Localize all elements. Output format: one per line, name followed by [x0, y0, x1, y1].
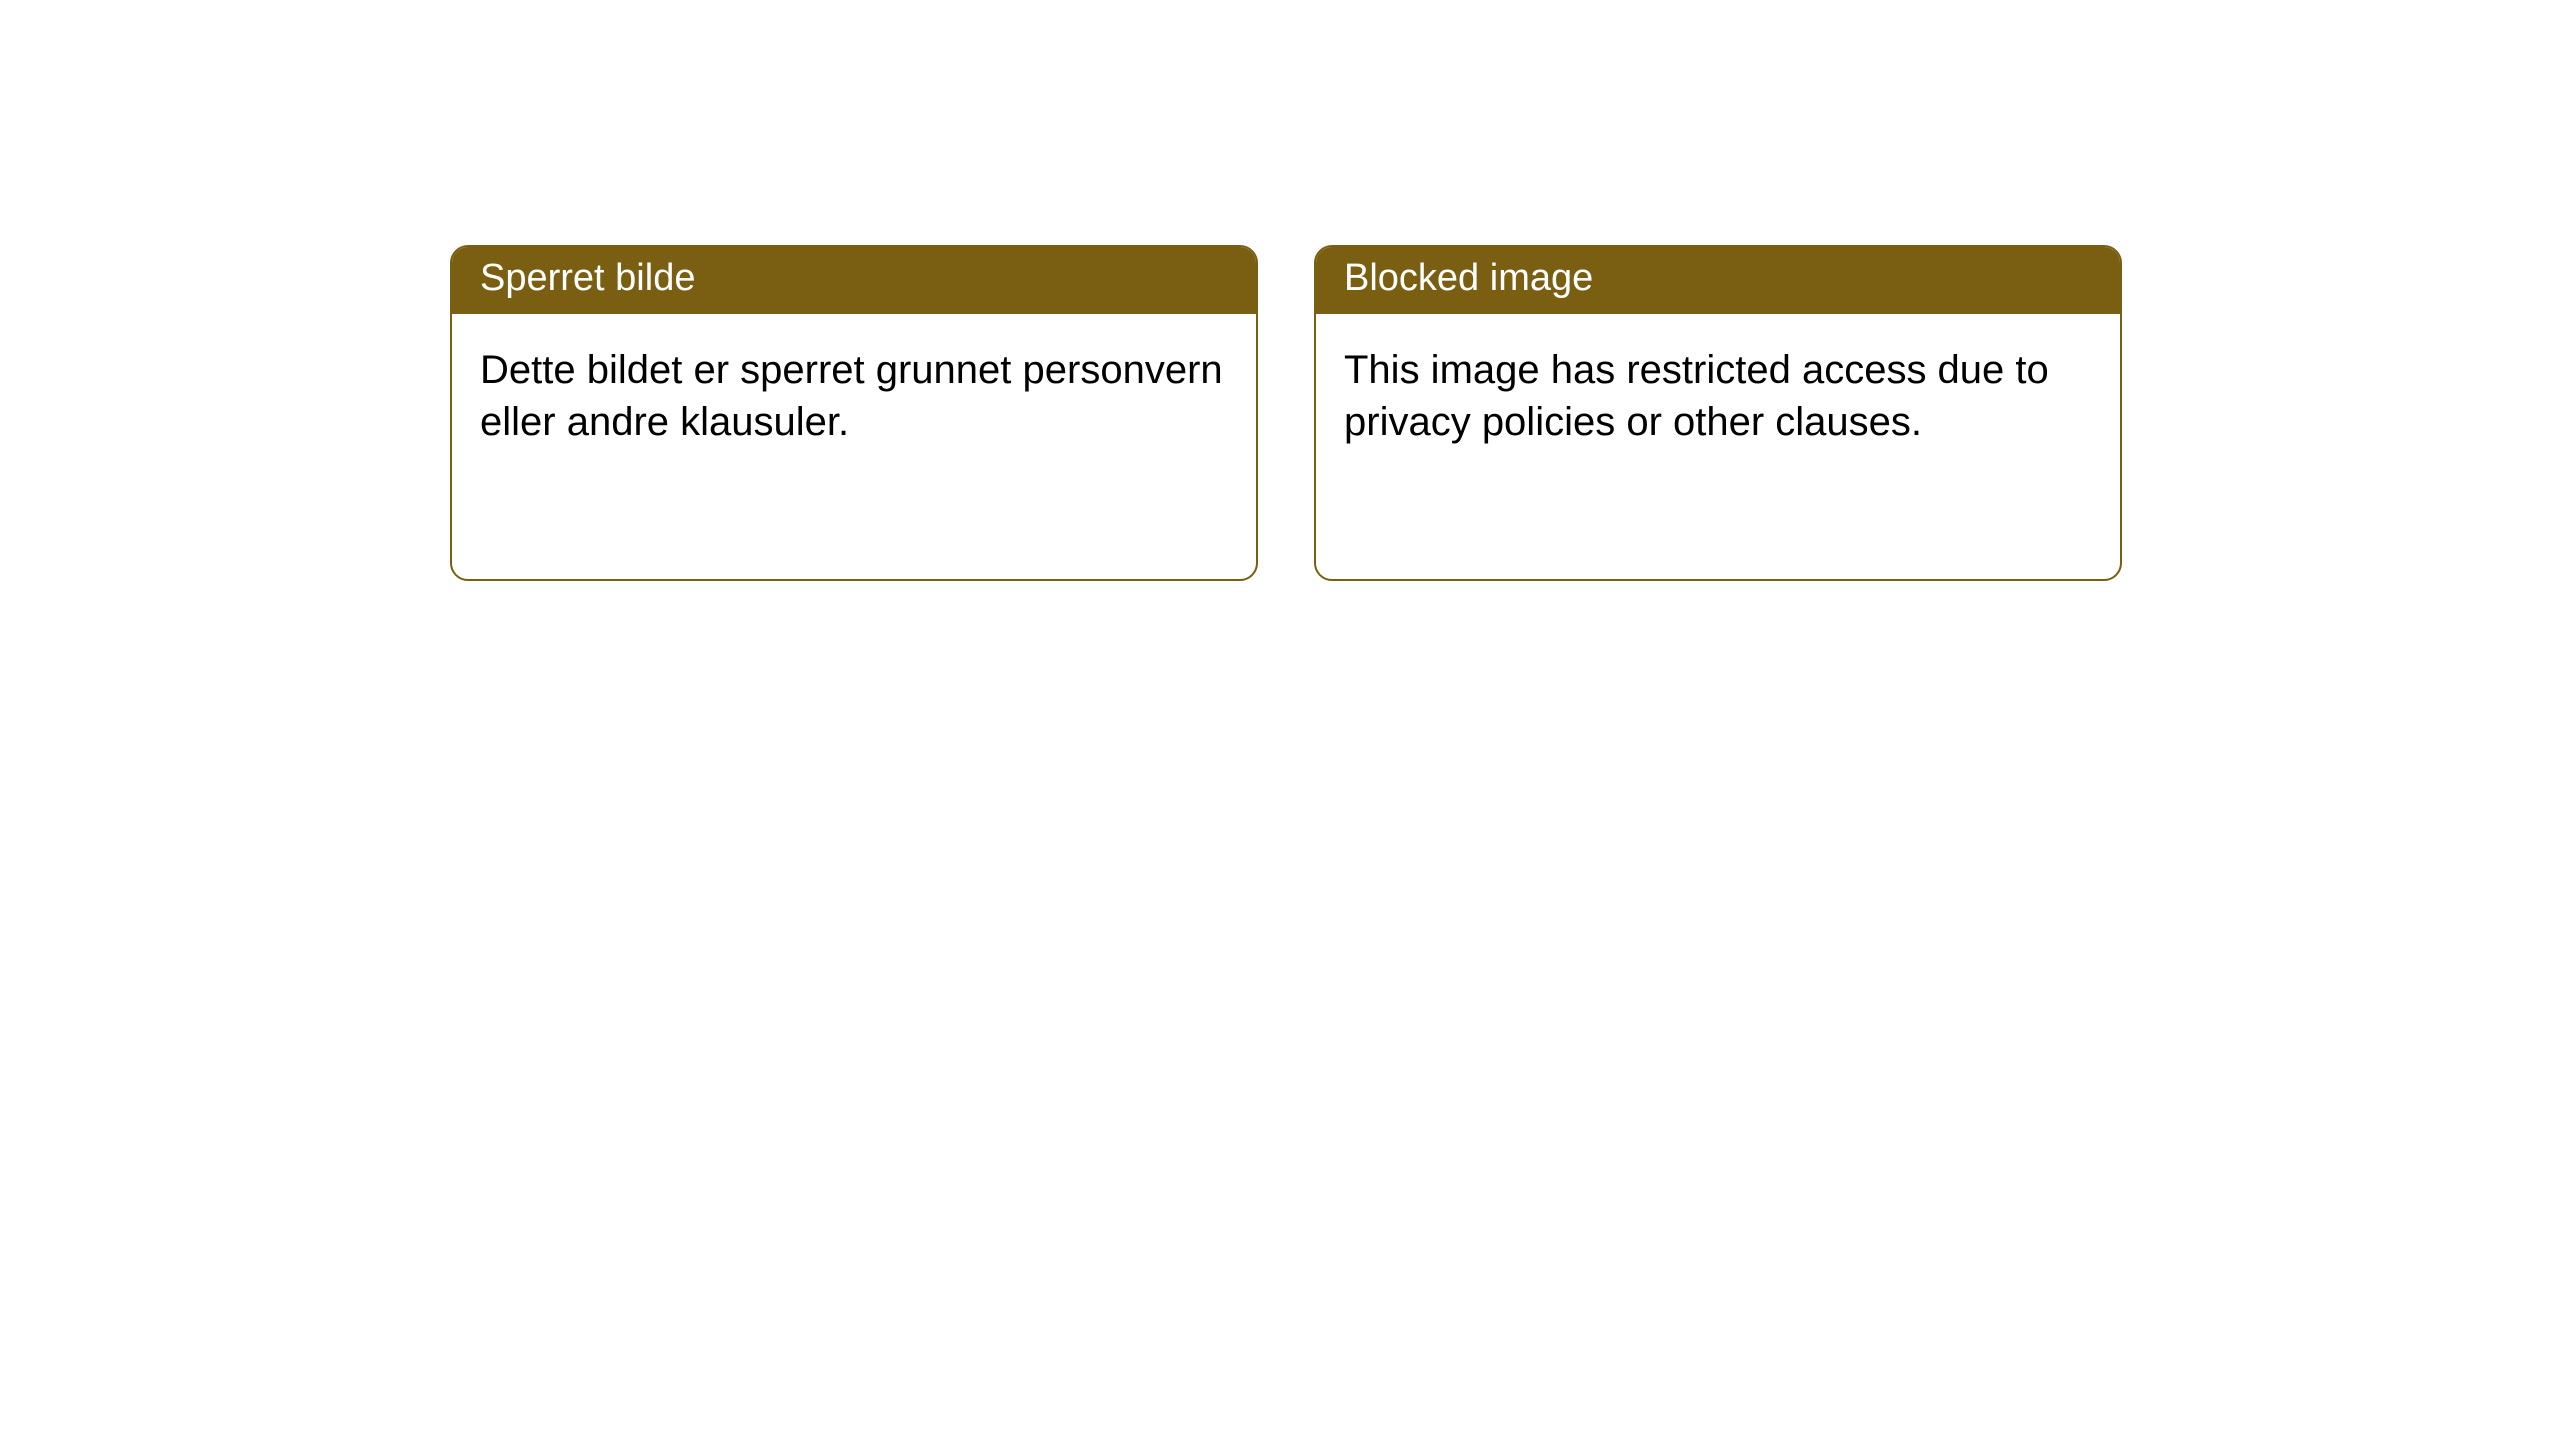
- notice-body-norwegian: Dette bildet er sperret grunnet personve…: [452, 314, 1256, 478]
- notice-body-english: This image has restricted access due to …: [1316, 314, 2120, 478]
- notice-title-english: Blocked image: [1316, 247, 2120, 314]
- notice-container: Sperret bilde Dette bildet er sperret gr…: [0, 0, 2560, 581]
- notice-card-norwegian: Sperret bilde Dette bildet er sperret gr…: [450, 245, 1258, 581]
- notice-title-norwegian: Sperret bilde: [452, 247, 1256, 314]
- notice-card-english: Blocked image This image has restricted …: [1314, 245, 2122, 581]
